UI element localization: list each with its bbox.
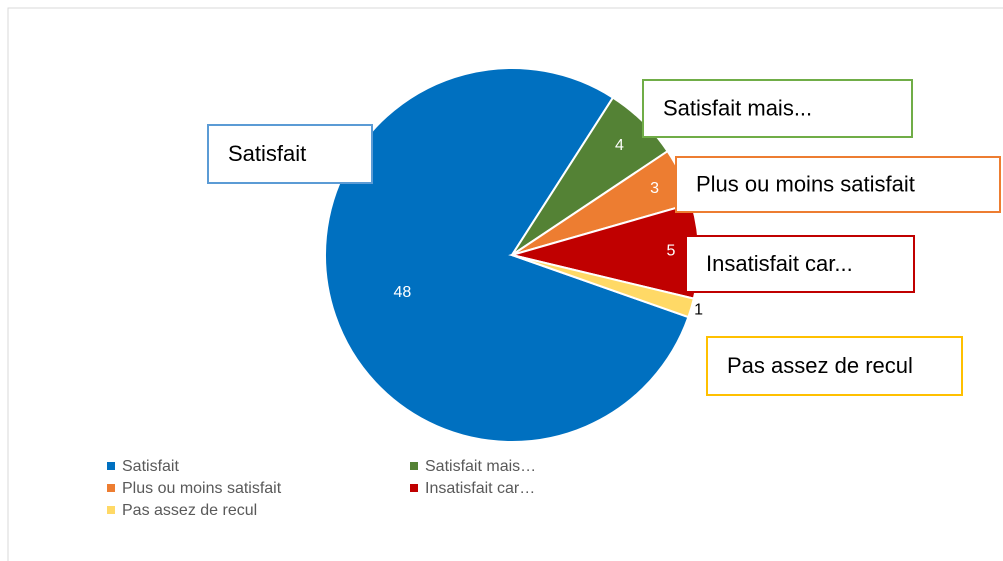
data-label: 3	[650, 180, 659, 197]
data-label: 4	[615, 137, 624, 154]
legend-swatch	[107, 506, 115, 514]
legend-swatch	[410, 484, 418, 492]
callout-box	[675, 156, 1001, 213]
callout-box	[642, 79, 913, 138]
data-label: 48	[393, 284, 411, 301]
legend-label: Insatisfait car…	[425, 480, 535, 497]
legend-label: Satisfait	[122, 458, 179, 475]
callout-label: Insatisfait car...	[706, 251, 853, 276]
legend-swatch	[107, 462, 115, 470]
legend-swatch	[107, 484, 115, 492]
data-label: 5	[666, 243, 675, 260]
legend-label: Plus ou moins satisfait	[122, 480, 282, 497]
callout-label: Satisfait	[228, 141, 306, 166]
callout-box	[706, 336, 963, 396]
legend-swatch	[410, 462, 418, 470]
callout-label: Pas assez de recul	[727, 353, 913, 378]
legend-label: Pas assez de recul	[122, 502, 257, 519]
callout-box	[685, 235, 915, 293]
data-label: 1	[694, 301, 703, 318]
callout-label: Plus ou moins satisfait	[696, 171, 915, 196]
callout-box	[207, 124, 373, 184]
callout-label: Satisfait mais...	[663, 95, 812, 120]
legend-label: Satisfait mais…	[425, 458, 536, 475]
pie-slice	[324, 67, 690, 443]
pie-slice	[511, 254, 696, 319]
